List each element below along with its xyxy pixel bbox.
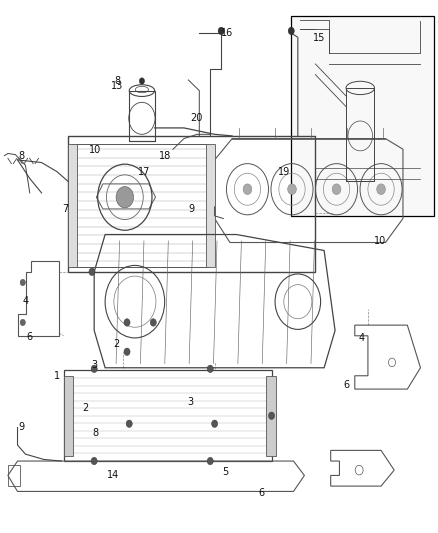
Circle shape — [288, 184, 297, 195]
Text: 2: 2 — [82, 403, 88, 413]
Circle shape — [91, 365, 97, 373]
Text: 4: 4 — [358, 334, 364, 343]
Bar — [266, 376, 276, 456]
Text: 6: 6 — [259, 488, 265, 498]
Text: 8: 8 — [114, 76, 120, 86]
Text: 2: 2 — [113, 339, 119, 349]
Text: 7: 7 — [62, 204, 68, 214]
Text: 4: 4 — [22, 296, 28, 306]
Circle shape — [332, 184, 341, 195]
Bar — [72, 144, 208, 266]
Circle shape — [243, 184, 252, 195]
Circle shape — [377, 184, 385, 195]
Text: 3: 3 — [187, 398, 194, 407]
Circle shape — [124, 348, 130, 356]
Text: 9: 9 — [18, 423, 24, 432]
Circle shape — [20, 279, 25, 286]
Text: 10: 10 — [374, 236, 386, 246]
Text: 9: 9 — [189, 204, 195, 214]
Circle shape — [20, 319, 25, 326]
Bar — [129, 91, 155, 141]
Circle shape — [288, 27, 294, 35]
Circle shape — [89, 268, 95, 276]
Text: 15: 15 — [313, 34, 325, 43]
Circle shape — [124, 319, 130, 326]
Circle shape — [139, 78, 145, 84]
Text: 17: 17 — [138, 167, 150, 176]
Circle shape — [268, 412, 275, 419]
Text: 13: 13 — [111, 82, 124, 91]
Bar — [68, 144, 77, 266]
Bar — [8, 465, 20, 486]
Circle shape — [218, 27, 224, 35]
Bar — [346, 88, 374, 181]
Text: 5: 5 — [223, 467, 229, 477]
Text: 8: 8 — [92, 428, 99, 438]
Circle shape — [150, 319, 156, 326]
Text: 18: 18 — [159, 151, 172, 160]
Bar — [206, 144, 215, 266]
Text: 19: 19 — [278, 167, 290, 176]
Text: 1: 1 — [54, 371, 60, 381]
Text: 14: 14 — [107, 471, 119, 480]
Circle shape — [207, 457, 213, 465]
Text: 16: 16 — [221, 28, 233, 38]
Text: 8: 8 — [18, 151, 24, 160]
Text: 3: 3 — [91, 360, 97, 370]
Circle shape — [116, 187, 134, 208]
Circle shape — [91, 457, 97, 465]
Text: 10: 10 — [89, 146, 102, 155]
Text: 20: 20 — [190, 114, 202, 123]
Circle shape — [126, 420, 132, 427]
Bar — [291, 16, 434, 216]
Text: 6: 6 — [27, 332, 33, 342]
Circle shape — [207, 365, 213, 373]
Bar — [64, 376, 73, 456]
Circle shape — [212, 420, 218, 427]
Text: 6: 6 — [344, 380, 350, 390]
